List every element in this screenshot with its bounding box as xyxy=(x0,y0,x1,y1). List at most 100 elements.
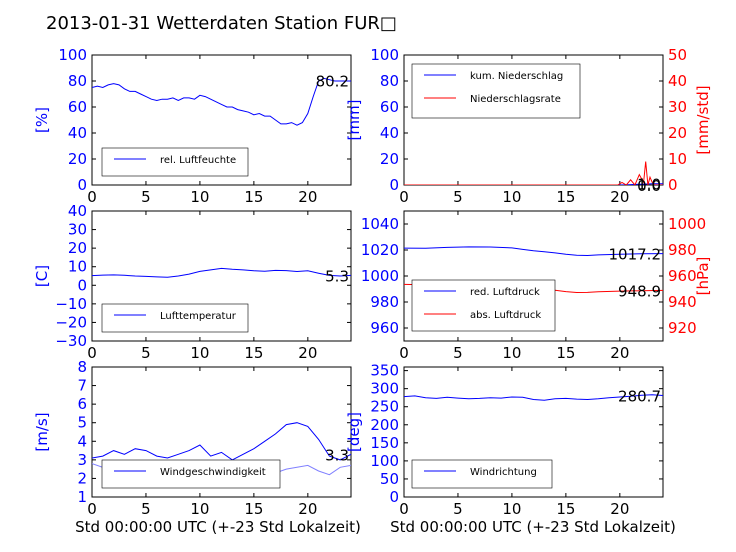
legend-label: rel. Luftfeuchte xyxy=(160,155,236,166)
y-axis-label: [m/s] xyxy=(33,412,51,451)
last-value-label: 3.3 xyxy=(325,446,349,464)
y-tick-label: 30 xyxy=(68,221,87,239)
legend: Windgeschwindigkeit xyxy=(101,459,281,489)
series-group xyxy=(404,394,663,401)
y-tick-label: 1000 xyxy=(361,267,399,285)
y-tick-label: 250 xyxy=(370,398,399,416)
y-tick-label: 80 xyxy=(380,72,399,90)
series-line-0 xyxy=(404,246,663,257)
x-tick-label: 20 xyxy=(298,500,317,518)
y-tick-label: 7 xyxy=(77,377,87,395)
y-tick-label: 40 xyxy=(68,202,87,220)
x-axis-label-right: Std 00:00:00 UTC (+-23 Std Lokalzeit) xyxy=(390,518,676,536)
legend-label: Niederschlagsrate xyxy=(470,94,561,105)
x-tick-label: 5 xyxy=(141,344,151,362)
x-tick-label: 15 xyxy=(556,188,575,206)
legend-label: kum. Niederschlag xyxy=(470,71,563,82)
y-tick-label: 1 xyxy=(77,488,87,506)
y-tick-label: 100 xyxy=(58,46,87,64)
y2-tick-label: 20 xyxy=(668,124,687,142)
y-tick-label: 100 xyxy=(370,452,399,470)
y2-tick-label: 30 xyxy=(668,98,687,116)
legend: rel. Luftfeuchte xyxy=(101,147,249,177)
plot-frame xyxy=(91,210,352,342)
y-tick-label: 960 xyxy=(370,319,399,337)
series-line-0 xyxy=(92,77,351,126)
y2-tick-label: 920 xyxy=(668,319,697,337)
legend: Windrichtung xyxy=(411,459,553,489)
x-tick-label: 5 xyxy=(141,500,151,518)
legend-box xyxy=(101,303,249,333)
x-tick-label: 20 xyxy=(610,344,629,362)
legend-label: Windgeschwindigkeit xyxy=(160,467,266,478)
y-tick-label: 150 xyxy=(370,434,399,452)
x-tick-label: 0 xyxy=(399,188,409,206)
y-tick-label: 40 xyxy=(68,124,87,142)
last-value-label: 80.2 xyxy=(316,73,349,91)
y-tick-label: −10 xyxy=(55,295,87,313)
y-tick-label: 60 xyxy=(380,98,399,116)
x-tick-label: 0 xyxy=(399,500,409,518)
x-tick-label: 0 xyxy=(87,344,97,362)
x-tick-label: 15 xyxy=(244,500,263,518)
series-group xyxy=(404,161,663,185)
x-axis-label-left: Std 00:00:00 UTC (+-23 Std Lokalzeit) xyxy=(75,518,361,536)
last-value-label: 1017.2 xyxy=(609,246,662,264)
y-tick-label: 1020 xyxy=(361,241,399,259)
legend-box xyxy=(101,147,249,177)
x-tick-label: 10 xyxy=(190,188,209,206)
y-tick-label: 10 xyxy=(68,258,87,276)
x-tick-label: 10 xyxy=(502,344,521,362)
y-tick-label: 20 xyxy=(68,239,87,257)
last-value-label: 5.3 xyxy=(325,267,349,285)
last-value-label: 1.0 xyxy=(637,176,661,194)
y-tick-label: 0 xyxy=(77,176,87,194)
legend-box xyxy=(411,459,553,489)
y-tick-label: 2 xyxy=(77,469,87,487)
x-tick-label: 20 xyxy=(610,188,629,206)
legend-label: red. Luftdruck xyxy=(470,287,540,298)
series-line-0 xyxy=(404,394,663,401)
y-tick-label: −20 xyxy=(55,313,87,331)
y2-tick-label: 50 xyxy=(668,46,687,64)
y2-tick-label: 960 xyxy=(668,267,697,285)
series-group xyxy=(92,267,351,278)
x-tick-label: 10 xyxy=(190,500,209,518)
y-axis-label: [deg] xyxy=(345,412,363,452)
x-tick-label: 15 xyxy=(556,500,575,518)
legend-box xyxy=(411,63,581,119)
last-value-label: 280.7 xyxy=(618,388,661,406)
y-tick-label: 200 xyxy=(370,416,399,434)
x-tick-label: 5 xyxy=(453,344,463,362)
x-tick-label: 20 xyxy=(298,188,317,206)
legend-label: Lufttemperatur xyxy=(160,311,237,322)
y-tick-label: 980 xyxy=(370,293,399,311)
y2-tick-label: 0 xyxy=(668,176,678,194)
chart-humidity: 0 5 10 15 20 0 20 40 60 80 100 [%] 80.2 rel. Luftfeuc… xyxy=(33,46,352,206)
y2-tick-label: 940 xyxy=(668,293,697,311)
series-line-0 xyxy=(92,422,351,461)
x-tick-label: 10 xyxy=(502,188,521,206)
plot-frame xyxy=(91,366,352,498)
x-tick-label: 10 xyxy=(502,500,521,518)
legend: kum. Niederschlag Niederschlagsrate xyxy=(411,63,581,119)
y-tick-label: 1040 xyxy=(361,215,399,233)
x-tick-label: 15 xyxy=(244,188,263,206)
y-tick-label: 20 xyxy=(68,150,87,168)
x-tick-label: 5 xyxy=(141,188,151,206)
x-tick-label: 5 xyxy=(453,188,463,206)
chart-pressure: 0 5 10 15 20 960 980 1000 1020 1040 920 940 960 980 10… xyxy=(361,210,712,362)
x-tick-label: 0 xyxy=(87,188,97,206)
y-tick-label: 0 xyxy=(77,276,87,294)
y-axis-label: [mm] xyxy=(345,100,363,141)
chart-wind_direction: 0 5 10 15 20050100150200250300350[deg]280.7W… xyxy=(345,362,664,518)
series-group xyxy=(92,77,351,126)
y2-axis-label: [hPa] xyxy=(694,257,712,296)
series-line-0 xyxy=(92,267,351,278)
y2-tick-label: 10 xyxy=(668,150,687,168)
y-tick-label: 350 xyxy=(370,362,399,380)
x-tick-label: 15 xyxy=(556,344,575,362)
x-tick-label: 5 xyxy=(453,500,463,518)
last-value2-label: 0.0 xyxy=(637,177,661,195)
